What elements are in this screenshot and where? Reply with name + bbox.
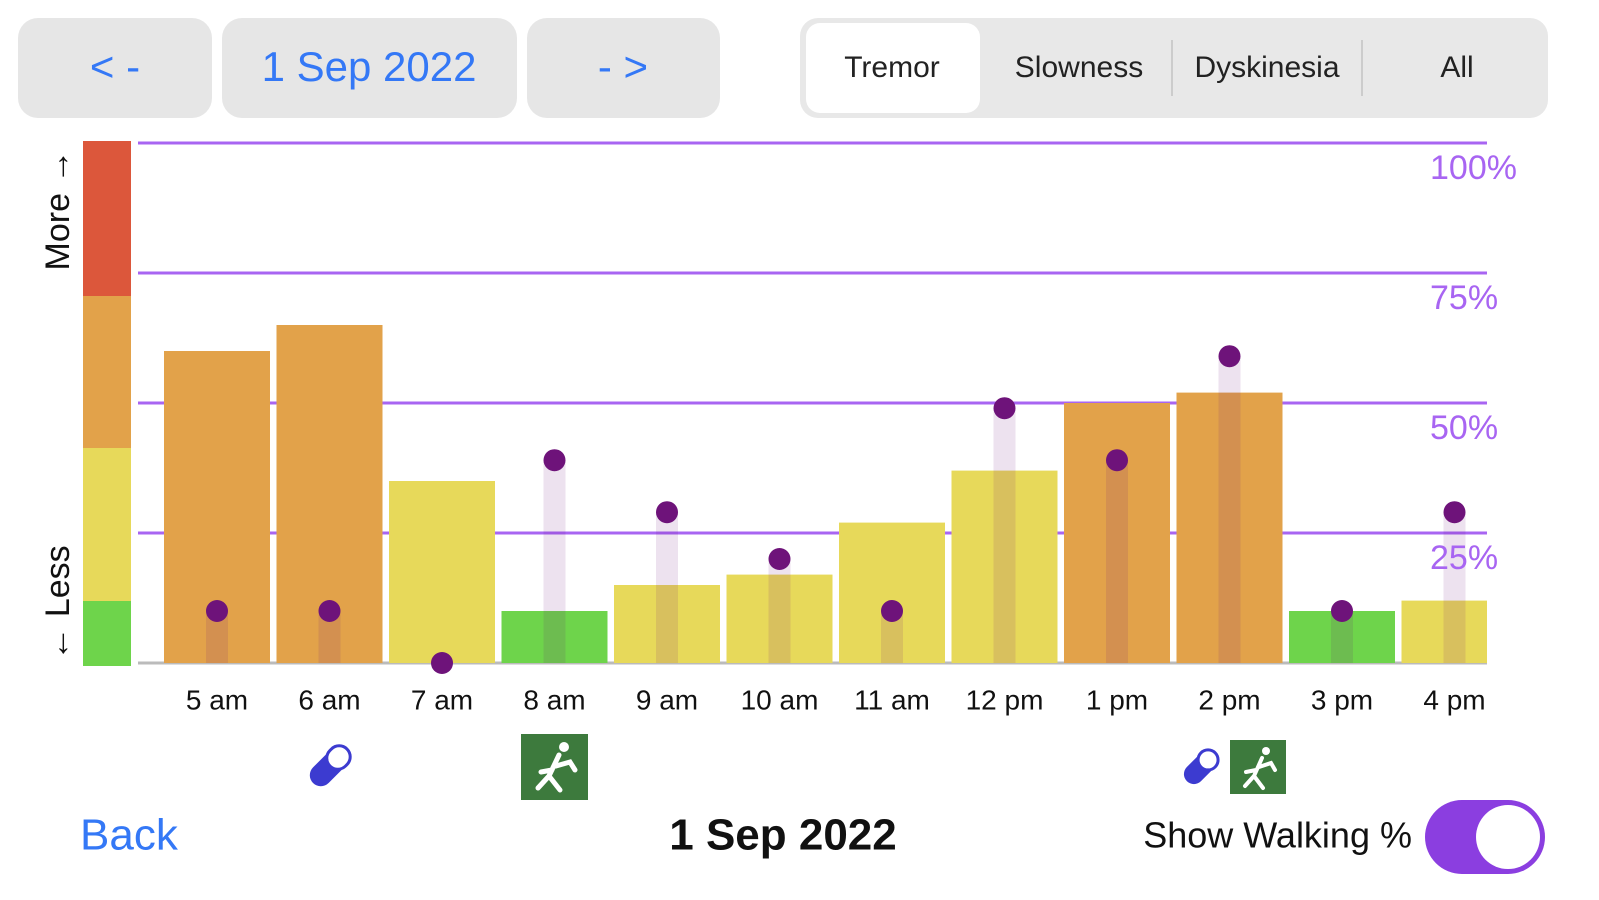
scale-segment [83,141,131,296]
walking-dot [1443,501,1466,524]
walking-dot [206,600,228,622]
walking-dot [656,501,678,524]
walking-dot [768,548,791,570]
back-link[interactable]: Back [80,811,179,860]
walking-icon [1230,740,1286,794]
x-tick-label: 9 am [636,684,698,715]
scale-label-less: ← Less [39,545,77,660]
overlay: 25% 50% 75% 100% [206,149,1517,674]
walking-stem [318,611,341,663]
toggle-label: Show Walking % [1143,815,1412,856]
y-tick-label: 100% [1430,149,1517,187]
selected-segment [806,23,980,113]
bar [614,585,720,663]
y-tick-label: 50% [1430,409,1498,447]
bar [951,470,1058,663]
bar [501,611,608,663]
walking-stem [656,512,678,663]
y-tick-label: 75% [1430,279,1498,317]
next-label: - > [598,43,648,90]
bar [1176,392,1283,663]
pill-icon [1183,748,1220,785]
prev-button[interactable]: < - [18,18,212,118]
walking-stem [993,408,1016,663]
walking-dot [318,600,341,622]
x-tick-label: 3 pm [1311,684,1373,715]
x-tick-label: 10 am [741,684,819,715]
tab[interactable]: Slowness [1015,51,1143,84]
x-tick-label: 6 am [298,684,360,715]
scale-segment [83,448,131,601]
x-tick-label: 12 pm [966,684,1044,715]
bar [389,481,495,663]
walking-dot [881,600,903,622]
x-tick-label: 8 am [523,684,585,715]
y-tick-label: 25% [1430,539,1498,577]
x-tick-label: 1 pm [1086,684,1148,715]
x-tick-label: 11 am [854,684,930,715]
scale-segment [83,296,131,448]
walking-dot [543,449,566,472]
walking-stem [1106,460,1128,663]
walking-dot [431,652,453,674]
tab[interactable]: Tremor [844,51,940,84]
walking-stem [881,611,903,663]
bar [726,574,833,663]
walking-dot [1331,600,1353,622]
walking-stem [1443,512,1466,663]
pill-icon [309,744,352,787]
plot: 5 am 6 am 7 am 8 am 9 am 10 am 11 am 12 pm 1 pm 2… [138,141,1487,715]
x-tick-label: 4 pm [1423,684,1485,715]
tab[interactable]: Dyskinesia [1194,51,1339,84]
scale-segment [83,601,131,666]
x-tick-label: 2 pm [1198,684,1260,715]
walking-stem [1218,356,1241,663]
x-tick-label: 7 am [411,684,473,715]
walking-stem [543,460,566,663]
scale-label-more: More → [39,150,77,271]
walking-dot [1106,449,1128,472]
bar [839,522,945,663]
walking-stem [768,559,791,663]
walking-toggle[interactable] [1425,800,1545,874]
prev-label: < - [90,43,140,90]
footer-date: 1 Sep 2022 [669,811,897,860]
walking-stem [1331,611,1353,663]
date-button[interactable]: 1 Sep 2022 [222,18,517,118]
walking-stem [206,611,228,663]
bar [1064,403,1170,663]
tab[interactable]: All [1440,51,1473,84]
walking-dot [993,397,1016,420]
walking-icon [521,734,588,800]
walking-dot [1218,345,1241,368]
x-tick-label: 5 am [186,684,248,715]
date-label: 1 Sep 2022 [262,43,477,90]
next-button[interactable]: - > [527,18,720,118]
bar [1401,600,1487,663]
